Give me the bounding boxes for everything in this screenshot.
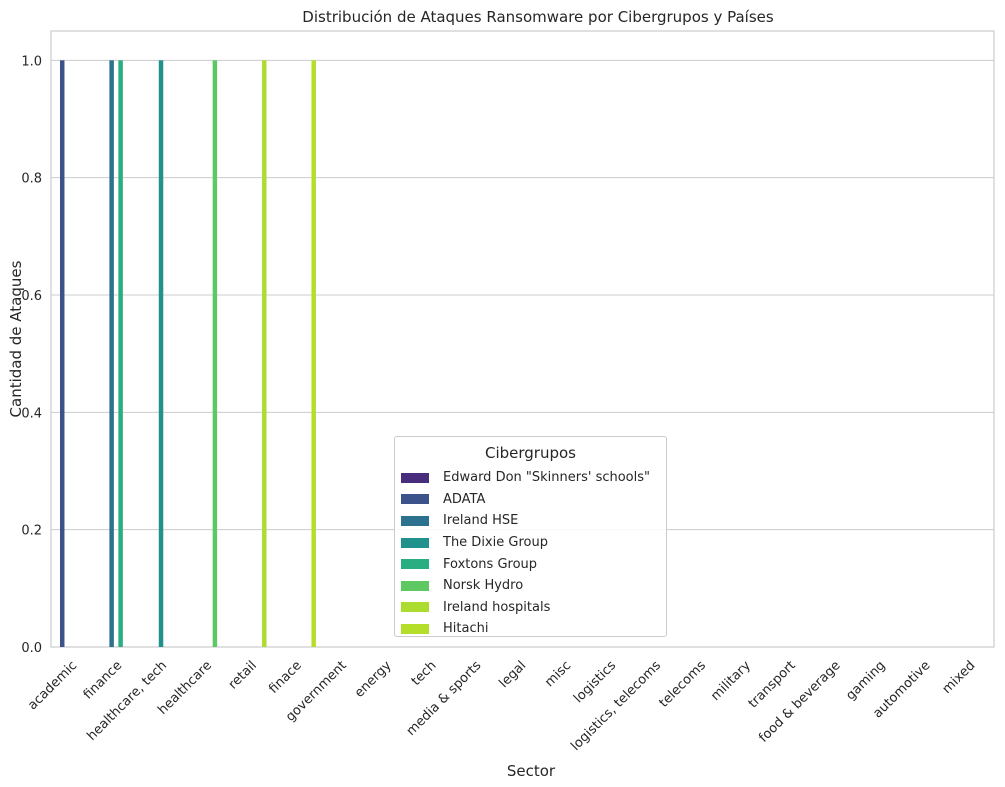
legend-item: Norsk Hydro [395, 575, 666, 597]
grid-lines [51, 59, 994, 531]
chart-title: Distribución de Ataques Ransomware por C… [302, 8, 774, 26]
x-tick-label: academic [25, 658, 80, 713]
legend-swatch [401, 623, 429, 634]
y-tick-label: 0.4 [21, 406, 42, 421]
x-tick-label: mixed [940, 658, 979, 697]
legend: Cibergrupos Edward Don "Skinners' school… [394, 436, 667, 637]
bar [109, 60, 114, 648]
x-tick-label: finace [266, 658, 305, 697]
legend-title: Cibergrupos [484, 444, 576, 462]
legend-label: Ireland hospitals [443, 599, 551, 615]
legend-swatch [401, 580, 429, 591]
y-tick-label: 0.8 [21, 172, 42, 187]
legend-item: Foxtons Group [395, 553, 666, 575]
x-tick-label: gaming [843, 658, 888, 703]
bar [158, 60, 164, 648]
legend-swatch [401, 537, 429, 548]
bar [118, 60, 123, 648]
legend-label: The Dixie Group [443, 535, 548, 551]
x-tick-label: food & beverage [756, 658, 843, 745]
legend-item: ADATA [395, 489, 666, 511]
x-tick-label: logistics, telecoms [568, 658, 664, 754]
y-axis-label: Cantidad de Ataques [7, 260, 25, 417]
bar [212, 60, 218, 648]
legend-swatch [401, 559, 429, 570]
bar [59, 60, 65, 648]
legend-item: Hitachi [395, 618, 666, 640]
legend-label: Norsk Hydro [443, 578, 524, 594]
y-tick-label: 0.2 [21, 524, 42, 539]
x-tick-label: healthcare, tech [84, 658, 170, 744]
x-tick-label: tech [409, 658, 440, 689]
x-tick-label: legal [496, 658, 529, 691]
legend-list: Edward Don "Skinners' schools" ADATA Irela… [395, 467, 666, 640]
legend-label: Ireland HSE [443, 513, 519, 529]
legend-label: Foxtons Group [443, 556, 538, 572]
y-tick-label: 0.6 [21, 289, 42, 304]
legend-swatch [401, 602, 429, 613]
bar [311, 60, 316, 648]
x-tick-label: military [708, 658, 754, 704]
x-tick-label: energy [352, 658, 395, 701]
legend-label: Hitachi [443, 621, 489, 637]
legend-swatch [401, 472, 429, 483]
legend-item: The Dixie Group [395, 532, 666, 554]
bar [262, 60, 267, 648]
y-tick-label: 1.0 [21, 54, 42, 69]
y-tick-label: 0.0 [21, 641, 42, 656]
x-tick-label: telecoms [656, 658, 709, 711]
x-tick-label: finance [81, 658, 125, 702]
legend-swatch [401, 494, 429, 505]
bars [59, 60, 316, 648]
x-tick-label: misc [542, 658, 574, 690]
legend-item: Ireland hospitals [395, 597, 666, 619]
legend-item: Ireland HSE [395, 510, 666, 532]
legend-label: Edward Don "Skinners' schools" [443, 470, 651, 486]
y-tick-labels: 0.0 0.2 0.4 0.6 0.8 1.0 [21, 54, 42, 656]
x-axis-label: Sector [507, 762, 556, 780]
legend-swatch [401, 515, 429, 526]
x-tick-label: retail [226, 658, 260, 692]
legend-item: Edward Don "Skinners' schools" [395, 467, 666, 489]
legend-label: ADATA [443, 491, 486, 507]
